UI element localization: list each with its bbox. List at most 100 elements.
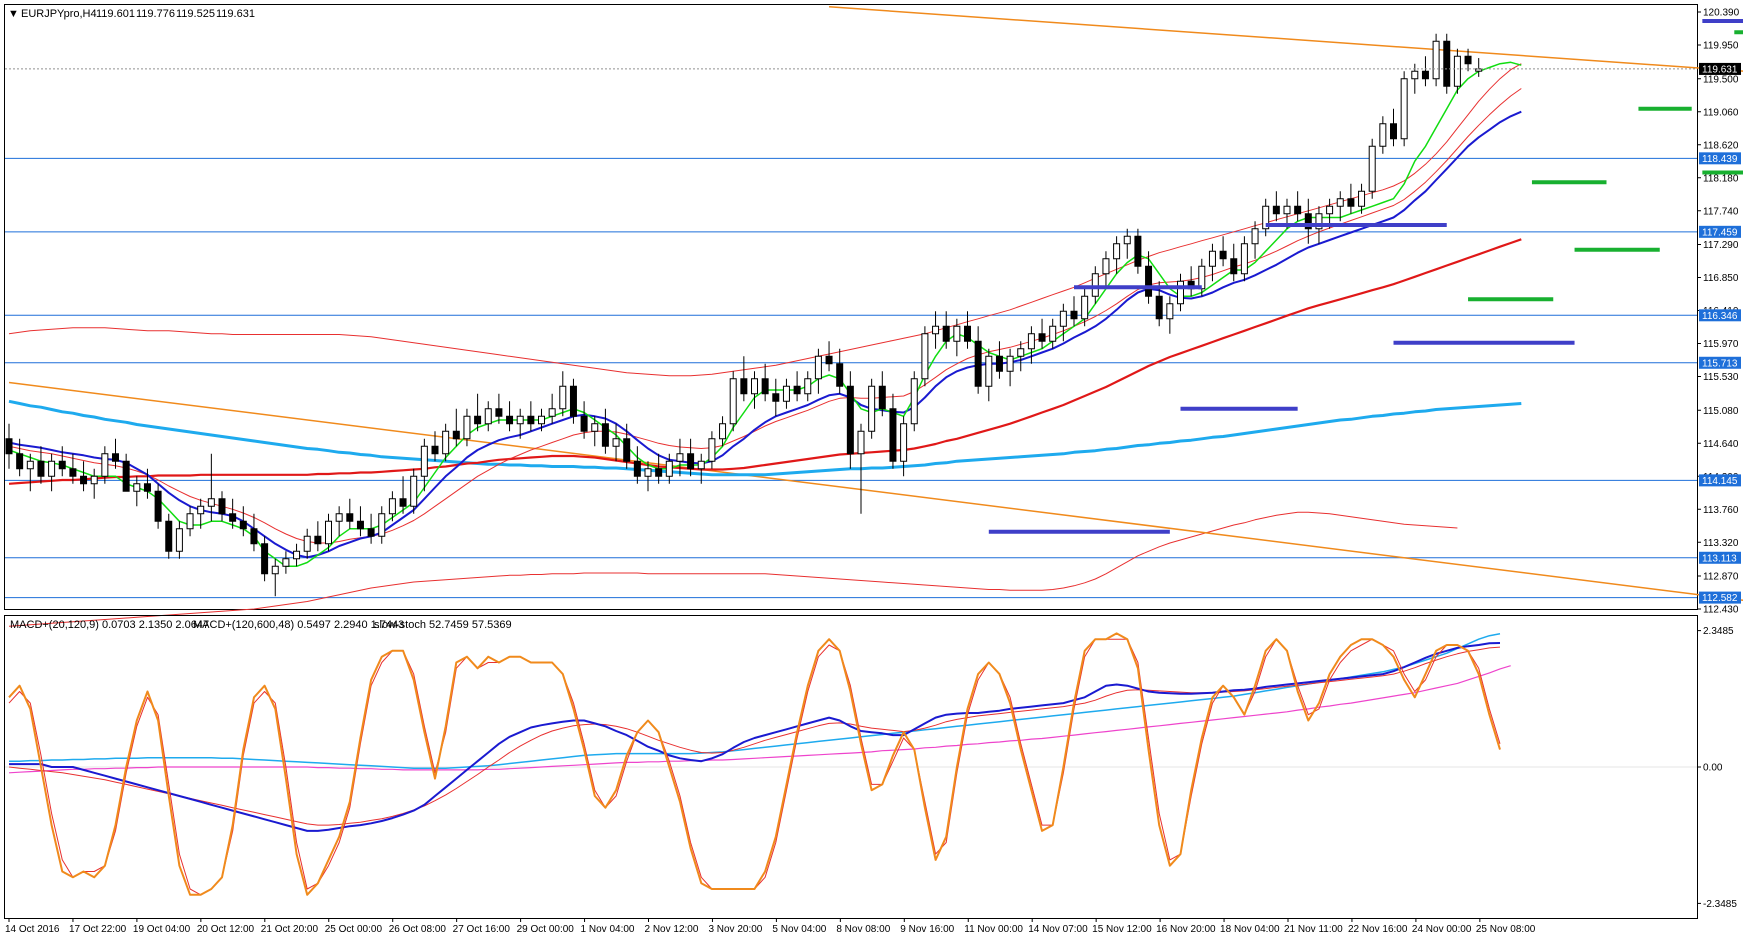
candle-body (1113, 243, 1121, 260)
candle-body (1411, 70, 1419, 80)
current-price-label: 119.631 (1702, 64, 1738, 75)
candle-body (1421, 70, 1429, 80)
level-price-tag (1699, 591, 1741, 604)
time-tick-label: 8 Nov 08:00 (836, 924, 890, 935)
indicator-axis: 2.3485 0.00 -2.3485 (1697, 626, 1737, 910)
candle-body (1134, 235, 1142, 267)
candle-body (48, 460, 56, 477)
level-price-tag (1699, 309, 1741, 322)
candle-body (761, 378, 769, 395)
time-tick-label: 2 Nov 12:00 (645, 924, 699, 935)
candle-body (580, 415, 588, 432)
candle-body (601, 423, 609, 447)
candle-body (484, 408, 492, 425)
menu-arrow-icon[interactable]: ▼ (8, 8, 19, 20)
candle-body (1027, 333, 1035, 350)
candle-body (293, 550, 301, 560)
candle-body (985, 355, 993, 387)
level-price-tag (1699, 356, 1741, 369)
stoch-label: slow-stoch 52.7459 57.5369 (374, 619, 512, 631)
price-tick-label: 113.320 (1703, 538, 1739, 549)
candle-body (1453, 55, 1461, 87)
candle-body (229, 513, 237, 522)
time-tick-label: 11 Nov 00:00 (964, 924, 1023, 935)
main-price-panel[interactable] (4, 4, 1743, 627)
candle-body (974, 340, 982, 387)
ma-cyan-line (8, 399, 1522, 477)
candle-body (538, 415, 545, 425)
level-price-label: 113.113 (1702, 553, 1737, 564)
candle-body (1358, 190, 1366, 207)
candle-body (271, 565, 279, 575)
candle-body (1443, 40, 1451, 87)
candle-body (506, 415, 514, 425)
candle-body (1336, 198, 1344, 207)
time-tick-label: 24 Nov 00:00 (1412, 924, 1472, 935)
price-tick-label: 112.870 (1703, 572, 1739, 583)
chart-header: ▼ EURJPYpro,H4 119.601 119.776 119.525 1… (8, 8, 255, 20)
candle-body (878, 385, 886, 410)
candle-body (1006, 355, 1014, 372)
level-price-tag (1699, 474, 1741, 487)
candle-body (1123, 235, 1131, 245)
price-tick-label: 117.290 (1703, 240, 1739, 251)
price-tick-label: 113.760 (1703, 505, 1739, 516)
indicator-tick-label: -2.3485 (1703, 899, 1737, 910)
time-tick-label: 16 Nov 20:00 (1156, 924, 1216, 935)
candle-body (740, 378, 748, 395)
candle-body (112, 453, 119, 462)
price-tick-label: 120.390 (1703, 8, 1740, 19)
candle-body (655, 468, 663, 477)
candle-body (165, 520, 173, 552)
price-tick-label: 116.850 (1703, 273, 1739, 284)
candle-body (676, 453, 684, 462)
candle-body (729, 378, 737, 425)
candle-body (1230, 258, 1238, 275)
time-tick-label: 21 Nov 11:00 (1284, 924, 1343, 935)
candle-body (388, 498, 396, 515)
candle-body (868, 385, 876, 432)
price-tick-label: 115.530 (1703, 372, 1739, 383)
macd-fast-main-line (9, 642, 1501, 832)
candle-body (953, 325, 961, 342)
indicator-header: MACD+(20,120,9) 0.0703 2.1350 2.0647 MAC… (10, 619, 512, 631)
candle-body (910, 378, 918, 425)
candle-body (1208, 250, 1216, 267)
time-tick-label: 20 Oct 12:00 (197, 924, 255, 935)
envelope-lower-line (8, 511, 1458, 627)
indicator-panel[interactable] (4, 615, 1698, 919)
candle-body (197, 505, 205, 515)
level-price-label: 112.582 (1702, 593, 1738, 604)
price-tick-label: 114.640 (1703, 439, 1739, 450)
candle-body (1059, 310, 1067, 327)
price-axis: 120.390 119.950 119.500 119.060 118.620 118.1… (1697, 8, 1741, 616)
price-tick-label: 119.500 (1703, 74, 1739, 85)
candle-body (133, 483, 141, 492)
candle-body (921, 333, 929, 380)
candle-body (719, 423, 727, 440)
candle-body (346, 513, 354, 522)
candle-body (1081, 295, 1089, 320)
candle-body (261, 543, 269, 575)
candle-body (836, 363, 844, 387)
candle-body (1326, 205, 1334, 215)
candle-body (644, 468, 652, 477)
ma-thin-red-line (8, 88, 1522, 544)
close-price: 119.631 (216, 8, 255, 20)
candle-body (804, 378, 812, 395)
level-price-label: 118.439 (1702, 154, 1738, 165)
level-price-tag (1699, 152, 1741, 165)
candle-body (420, 445, 428, 477)
candle-body (516, 415, 524, 425)
ma-red-line (8, 238, 1522, 485)
candle-body (697, 460, 705, 470)
candle-body (303, 535, 311, 552)
level-price-label: 114.145 (1702, 476, 1738, 487)
candle-body (250, 528, 258, 545)
time-tick-label: 25 Oct 00:00 (325, 924, 383, 935)
candle-body (282, 558, 290, 567)
candle-body (37, 460, 45, 477)
candle-body (1315, 213, 1323, 230)
price-tick-label: 118.620 (1703, 140, 1739, 151)
